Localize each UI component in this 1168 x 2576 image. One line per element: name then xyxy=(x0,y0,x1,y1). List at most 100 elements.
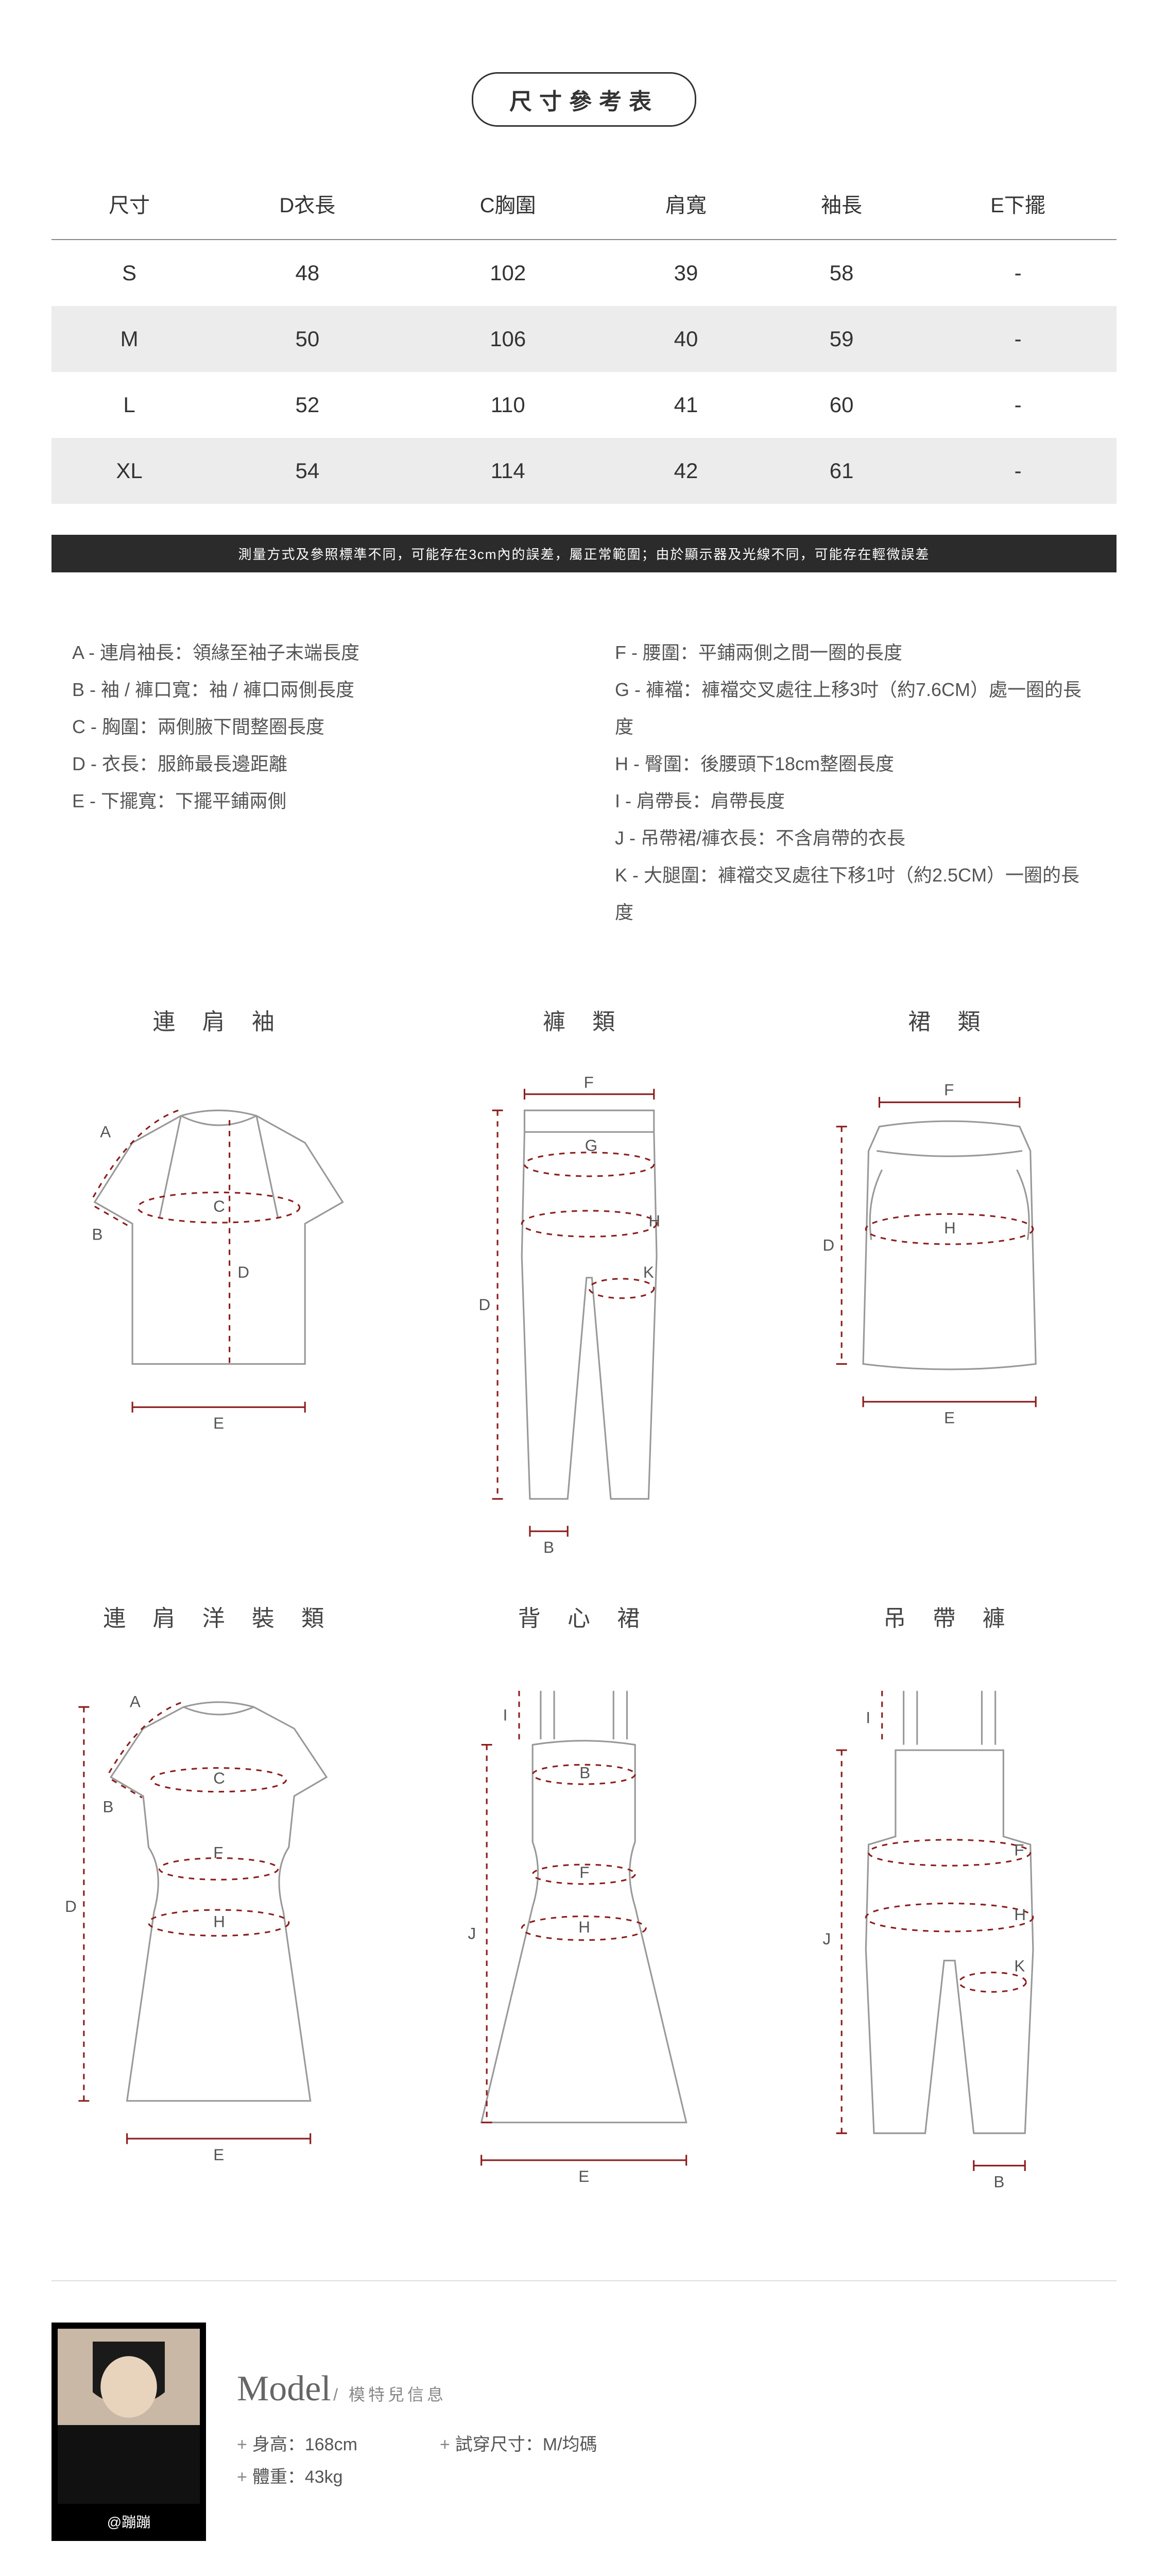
cell: 106 xyxy=(408,306,608,372)
model-section: @蹦蹦 Model / 模特兒信息 +身高：168cm +體重：43kg +試穿… xyxy=(51,2280,1117,2541)
diagram-raglan-dress: 連 肩 洋 裝 類 A B C F H D E xyxy=(51,1600,386,2198)
diagram-title: 連 肩 洋 裝 類 xyxy=(103,1600,334,1633)
cell: - xyxy=(919,438,1117,504)
label-j: J xyxy=(468,1924,476,1942)
label-f: F xyxy=(213,1843,223,1861)
label-e: E xyxy=(579,2167,590,2185)
legend-item: B - 袖 / 褲口寬：袖 / 褲口兩側長度 xyxy=(72,671,553,708)
label-c: C xyxy=(213,1197,225,1215)
size-table: 尺寸 D衣長 C胸圍 肩寬 袖長 E下擺 S 48 102 39 58 - M … xyxy=(51,168,1117,504)
label-h: H xyxy=(944,1219,956,1237)
label-b: B xyxy=(543,1538,554,1556)
table-row: L 52 110 41 60 - xyxy=(51,372,1117,438)
cell: 40 xyxy=(608,306,764,372)
model-info: Model / 模特兒信息 +身高：168cm +體重：43kg +試穿尺寸：M… xyxy=(237,2368,1117,2495)
th-chest: C胸圍 xyxy=(408,168,608,240)
legend-item: F - 腰圍：平鋪兩側之間一圈的長度 xyxy=(615,634,1096,671)
model-portrait: @蹦蹦 xyxy=(51,2323,206,2541)
cell: 114 xyxy=(408,438,608,504)
legend-item: C - 胸圍：兩側腋下間整圈長度 xyxy=(72,708,553,745)
table-row: M 50 106 40 59 - xyxy=(51,306,1117,372)
cell: 41 xyxy=(608,372,764,438)
legend-item: A - 連肩袖長：領緣至袖子末端長度 xyxy=(72,634,553,671)
label-b: B xyxy=(993,2173,1004,2191)
cell: S xyxy=(51,240,207,306)
table-row: S 48 102 39 58 - xyxy=(51,240,1117,306)
diagram-grid: 連 肩 袖 A B C D E 褲 類 xyxy=(51,1003,1117,2198)
label-d: D xyxy=(479,1296,491,1314)
label-e: E xyxy=(213,1414,224,1432)
model-weight: 體重：43kg xyxy=(252,2467,343,2487)
label-f: F xyxy=(1014,1841,1024,1859)
th-shoulder: 肩寬 xyxy=(608,168,764,240)
label-a: A xyxy=(130,1692,141,1710)
diagram-pants: 褲 類 F G H K D B xyxy=(417,1003,751,1558)
legend-item: D - 衣長：服飾最長邊距離 xyxy=(72,745,553,783)
cell: - xyxy=(919,372,1117,438)
model-heading-sub: / 模特兒信息 xyxy=(333,2385,446,2404)
legend: A - 連肩袖長：領緣至袖子末端長度 B - 袖 / 褲口寬：袖 / 褲口兩側長… xyxy=(51,634,1117,931)
diagram-title: 褲 類 xyxy=(543,1003,625,1036)
label-h: H xyxy=(579,1918,591,1936)
th-hem: E下擺 xyxy=(919,168,1117,240)
label-b: B xyxy=(580,1764,591,1782)
cell: 59 xyxy=(764,306,919,372)
label-d: D xyxy=(822,1236,834,1255)
diagram-title: 背 心 裙 xyxy=(518,1600,650,1633)
cell: 50 xyxy=(207,306,407,372)
cell: 60 xyxy=(764,372,919,438)
label-a: A xyxy=(100,1123,111,1141)
model-height: 身高：168cm xyxy=(252,2435,357,2454)
label-h: H xyxy=(649,1212,661,1230)
cell: 52 xyxy=(207,372,407,438)
label-b: B xyxy=(92,1226,103,1244)
label-c: C xyxy=(213,1769,225,1787)
label-i: I xyxy=(866,1708,870,1726)
label-g: G xyxy=(585,1137,597,1155)
cell: 58 xyxy=(764,240,919,306)
legend-item: H - 臀圍：後腰頭下18cm整圈長度 xyxy=(615,745,1096,783)
legend-item: J - 吊帶裙/褲衣長：不含肩帶的衣長 xyxy=(615,820,1096,857)
label-b: B xyxy=(102,1798,113,1816)
label-d: D xyxy=(237,1263,249,1281)
table-row: XL 54 114 42 61 - xyxy=(51,438,1117,504)
cell: - xyxy=(919,240,1117,306)
legend-item: G - 褲襠：褲襠交叉處往上移3吋（約7.6CM）處一圈的長度 xyxy=(615,671,1096,745)
label-k: K xyxy=(643,1263,654,1281)
label-i: I xyxy=(503,1706,508,1724)
label-e: E xyxy=(213,2146,224,2164)
label-d: D xyxy=(65,1897,77,1916)
diagram-title: 裙 類 xyxy=(908,1003,990,1036)
th-length: D衣長 xyxy=(207,168,407,240)
diagram-overalls: 吊 帶 褲 I F H K J B xyxy=(782,1600,1117,2198)
legend-item: I - 肩帶長：肩帶長度 xyxy=(615,783,1096,820)
legend-col-left: A - 連肩袖長：領緣至袖子末端長度 B - 袖 / 褲口寬：袖 / 褲口兩側長… xyxy=(72,634,553,931)
label-k: K xyxy=(1014,1957,1025,1975)
cell: 102 xyxy=(408,240,608,306)
cell: L xyxy=(51,372,207,438)
model-fit: 試穿尺寸：M/均碼 xyxy=(455,2435,597,2454)
label-f: F xyxy=(584,1073,594,1091)
cell: 110 xyxy=(408,372,608,438)
diagram-skirt: 裙 類 F H D E xyxy=(782,1003,1117,1558)
label-f: F xyxy=(580,1863,590,1882)
cell: - xyxy=(919,306,1117,372)
diagram-title: 吊 帶 褲 xyxy=(883,1600,1015,1633)
diagram-raglan-tee: 連 肩 袖 A B C D E xyxy=(51,1003,386,1558)
page-title-badge: 尺寸參考表 xyxy=(472,72,696,127)
diagram-slip-dress: 背 心 裙 I B F H J E xyxy=(417,1600,751,2198)
cell: M xyxy=(51,306,207,372)
label-j: J xyxy=(822,1930,831,1948)
cell: 39 xyxy=(608,240,764,306)
legend-col-right: F - 腰圍：平鋪兩側之間一圈的長度 G - 褲襠：褲襠交叉處往上移3吋（約7.… xyxy=(615,634,1096,931)
cell: XL xyxy=(51,438,207,504)
label-h: H xyxy=(1014,1905,1026,1923)
portrait-image xyxy=(58,2329,200,2504)
label-e: E xyxy=(944,1409,955,1427)
th-size: 尺寸 xyxy=(51,168,207,240)
model-heading: Model xyxy=(237,2369,331,2409)
th-sleeve: 袖長 xyxy=(764,168,919,240)
cell: 42 xyxy=(608,438,764,504)
measurement-note: 測量方式及參照標準不同，可能存在3cm內的誤差，屬正常範圍；由於顯示器及光線不同… xyxy=(51,535,1117,572)
cell: 48 xyxy=(207,240,407,306)
